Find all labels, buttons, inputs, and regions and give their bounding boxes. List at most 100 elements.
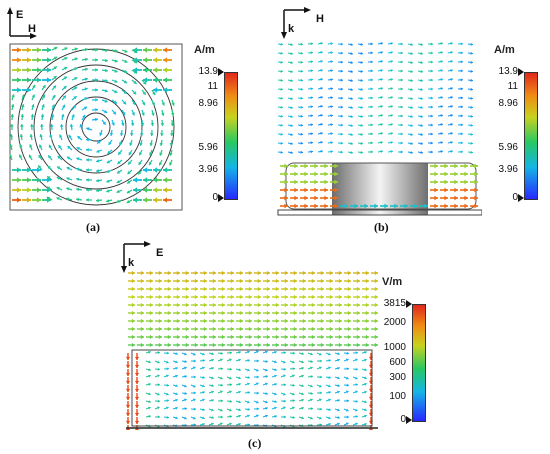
- field-arrow: [116, 189, 123, 194]
- field-arrow: [95, 178, 103, 183]
- field-arrow: [69, 123, 74, 131]
- field-arrow: [290, 270, 297, 276]
- field-arrow: [317, 149, 324, 153]
- field-arrow: [361, 400, 367, 404]
- field-arrow: [299, 278, 306, 284]
- field-arrow: [407, 69, 414, 73]
- field-arrow: [160, 119, 165, 127]
- field-arrow: [159, 139, 164, 147]
- field-arrow: [289, 367, 296, 371]
- field-arrow: [134, 393, 140, 400]
- field-ring: [49, 80, 143, 174]
- field-arrow: [155, 326, 162, 332]
- field-arrow: [245, 318, 252, 324]
- field-arrow: [347, 142, 354, 146]
- field-arrow: [209, 302, 216, 308]
- field-arrow: [191, 270, 198, 276]
- field-arrow: [226, 358, 232, 362]
- field-plot-a: [9, 43, 183, 211]
- field-arrow: [116, 199, 123, 203]
- field-arrow: [326, 270, 333, 276]
- field-arrow: [343, 422, 349, 426]
- field-arrow: [137, 310, 144, 316]
- field-arrow: [287, 61, 293, 65]
- field-arrow: [32, 187, 41, 193]
- field-arrow: [91, 48, 99, 52]
- field-arrow: [154, 374, 160, 378]
- field-arrow: [440, 171, 448, 177]
- field-arrow: [371, 318, 378, 324]
- field-arrow: [289, 360, 295, 364]
- field-arrow: [133, 67, 142, 73]
- field-arrow: [327, 60, 334, 64]
- field-arrow: [470, 195, 478, 201]
- field-arrow: [61, 66, 68, 71]
- field-arrow: [12, 87, 21, 93]
- field-arrow: [190, 391, 197, 395]
- field-arrow: [290, 310, 297, 316]
- field-arrow: [262, 382, 268, 386]
- field-arrow: [111, 119, 115, 126]
- field-arrow: [387, 42, 394, 46]
- field-arrow: [327, 132, 334, 136]
- field-arrow: [181, 352, 187, 356]
- field-arrow: [32, 67, 41, 73]
- field-arrow: [280, 415, 287, 419]
- field-arrow: [280, 360, 286, 364]
- field-arrow: [467, 96, 474, 100]
- field-arrow: [137, 294, 144, 300]
- field-arrow: [367, 105, 374, 109]
- field-arrow: [42, 177, 51, 183]
- field-arrow: [68, 134, 73, 141]
- field-arrow: [417, 43, 424, 46]
- field-arrow: [337, 96, 344, 100]
- field-arrow: [191, 318, 198, 324]
- field-arrow: [235, 382, 241, 386]
- field-arrow: [289, 406, 295, 410]
- field-arrow: [22, 47, 31, 53]
- field-arrow: [85, 198, 93, 202]
- field-arrow: [371, 270, 378, 276]
- field-arrow: [417, 52, 424, 55]
- field-arrow: [137, 342, 144, 348]
- field-arrow: [12, 67, 21, 73]
- field-arrow: [272, 278, 279, 284]
- field-arrow: [121, 89, 128, 95]
- field-arrow: [42, 57, 51, 63]
- field-arrow: [367, 96, 374, 100]
- field-arrow: [20, 123, 24, 131]
- field-arrow: [263, 270, 270, 276]
- field-arrow: [101, 48, 109, 53]
- field-arrow: [106, 179, 113, 183]
- field-arrow: [334, 422, 340, 426]
- field-arrow: [12, 177, 21, 183]
- field-arrow: [272, 334, 279, 340]
- field-arrow: [330, 179, 338, 185]
- field-arrow: [334, 416, 341, 419]
- field-arrow: [153, 197, 162, 203]
- field-arrow: [200, 270, 207, 276]
- field-arrow: [146, 318, 153, 324]
- field-arrow: [300, 179, 308, 185]
- field-arrow: [377, 105, 384, 108]
- field-arrow: [164, 270, 171, 276]
- field-arrow: [86, 127, 93, 131]
- field-arrow: [290, 179, 298, 185]
- field-arrow: [397, 105, 404, 109]
- field-arrow: [327, 123, 334, 127]
- field-arrow: [125, 353, 131, 360]
- field-arrow: [91, 58, 99, 62]
- field-arrow: [343, 415, 350, 419]
- field-arrow: [151, 89, 156, 96]
- field-arrow: [56, 176, 63, 181]
- field-arrow: [172, 406, 178, 410]
- field-arrow: [227, 286, 234, 292]
- field-arrow: [281, 342, 288, 348]
- unit-label-a: A/m: [194, 44, 215, 56]
- field-arrow: [353, 342, 360, 348]
- field-arrow: [42, 77, 51, 83]
- field-arrow: [164, 334, 171, 340]
- field-arrow: [153, 87, 162, 93]
- field-arrow: [125, 393, 131, 400]
- field-arrow: [129, 139, 133, 146]
